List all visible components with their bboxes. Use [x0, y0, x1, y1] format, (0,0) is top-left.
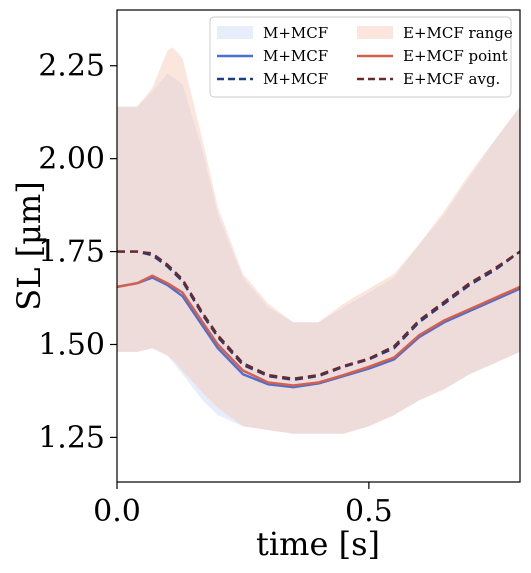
y-tick-label: 2.00: [38, 142, 105, 177]
legend-label: E+MCF range: [403, 24, 513, 42]
legend-label: M+MCF: [263, 24, 328, 42]
series-line-2: [117, 250, 520, 381]
y-axis: 1.25 1.50 1.75 2.00 2.25: [38, 49, 117, 455]
legend-swatch: [217, 26, 253, 39]
series-line-4: [117, 274, 520, 387]
y-axis-label: SL [μm]: [10, 181, 48, 310]
series-line-5: [117, 250, 520, 380]
x-tick-label: 0.5: [345, 494, 393, 529]
legend-label: E+MCF avg.: [403, 70, 500, 88]
plot-frame: [116, 9, 521, 483]
x-tick-label: 0.0: [93, 494, 141, 529]
y-tick-label: 2.25: [38, 49, 105, 84]
x-axis-label: time [s]: [256, 525, 380, 563]
legend-label: E+MCF point: [403, 47, 508, 65]
legend-label: M+MCF: [263, 47, 328, 65]
x-axis: 0.0 0.5: [93, 482, 393, 529]
y-tick-label: 1.75: [38, 235, 105, 270]
legend: M+MCF M+MCF M+MCF E+MCF range E+MCF point E+M…: [209, 16, 513, 98]
line-layer: [117, 250, 520, 389]
y-tick-label: 1.50: [38, 327, 105, 362]
y-tick-label: 1.25: [38, 420, 105, 455]
legend-swatch: [357, 26, 393, 39]
legend-label: M+MCF: [263, 70, 328, 88]
series-line-1: [117, 276, 520, 389]
